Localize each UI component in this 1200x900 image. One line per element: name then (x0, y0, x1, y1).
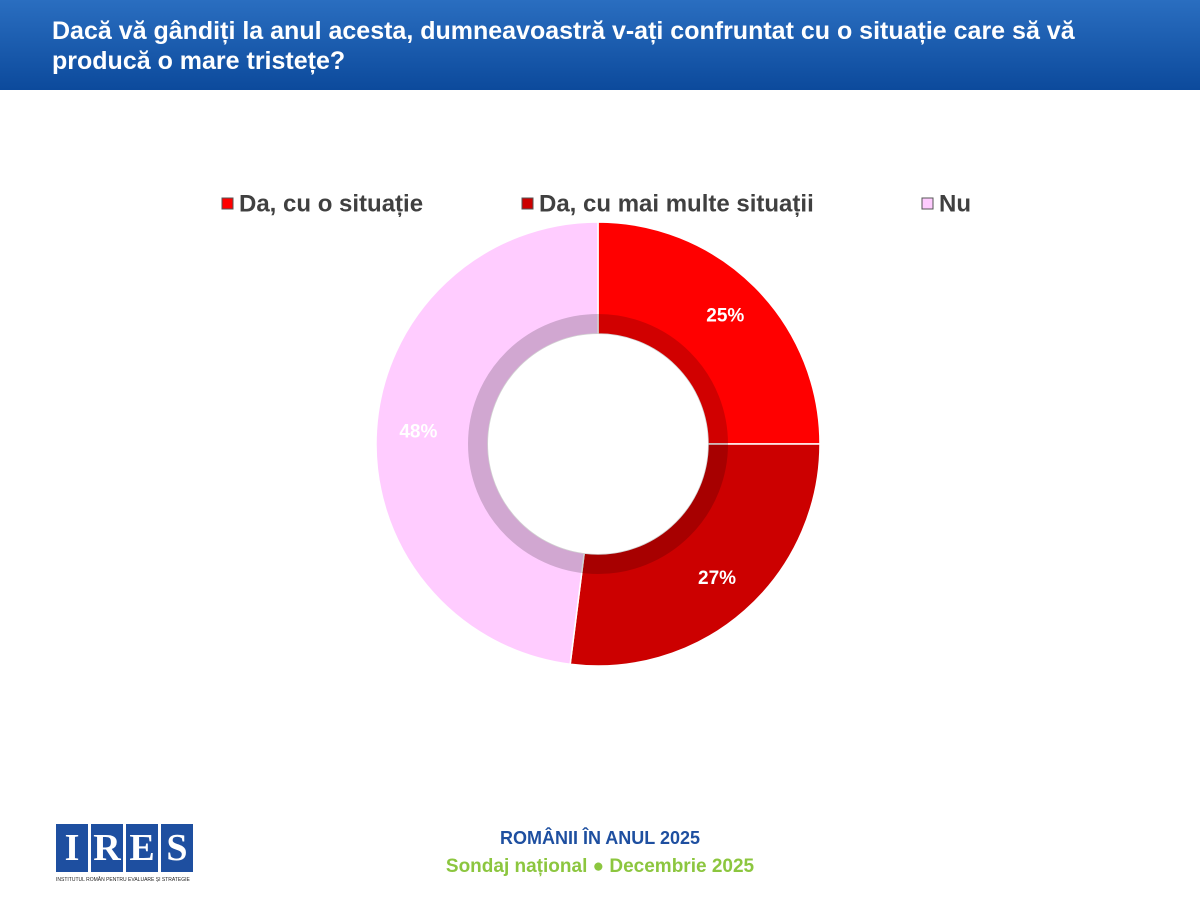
header: Dacă vă gândiți la anul acesta, dumneavo… (0, 0, 1200, 90)
legend-swatch (921, 197, 934, 210)
chart: Da, cu o situație Da, cu mai multe situaț… (221, 190, 971, 667)
inner-shade (468, 314, 728, 574)
data-label: 25% (706, 306, 744, 327)
footer-subtitle: Sondaj național ● Decembrie 2025 (445, 856, 755, 877)
legend-label: Da, cu mai multe situații (539, 190, 814, 217)
data-label: 48% (399, 422, 437, 443)
data-label: 27% (698, 568, 736, 589)
legend-swatch (221, 197, 234, 210)
donut-slice (569, 443, 821, 667)
donut-slice (375, 221, 599, 666)
logo-letter: I (56, 824, 88, 872)
legend-label: Da, cu o situație (239, 190, 423, 217)
logo-letter: R (91, 824, 123, 872)
chart-title: Dacă vă gândiți la anul acesta, dumneavo… (52, 17, 1075, 75)
footer-title: ROMÂNII ÎN ANUL 2025 (499, 828, 701, 848)
legend-swatch (521, 197, 534, 210)
donut-slice (597, 221, 821, 445)
logo-letter: S (161, 824, 193, 872)
legend-label: Nu (939, 190, 971, 217)
logo-letter: E (126, 824, 158, 872)
logo-caption: INSTITUTUL ROMÂN PENTRU EVALUARE ȘI STRA… (56, 877, 190, 883)
